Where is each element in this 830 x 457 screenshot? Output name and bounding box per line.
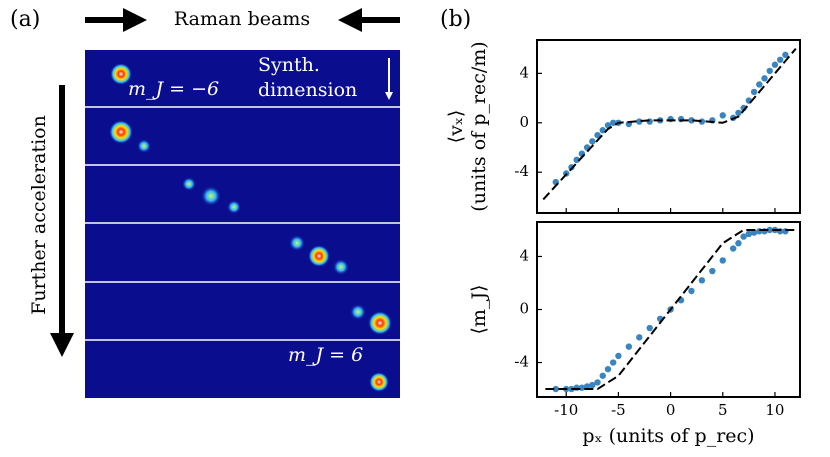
data-point xyxy=(735,240,742,247)
data-point xyxy=(552,385,559,393)
data-point xyxy=(583,383,591,390)
data-point xyxy=(719,257,726,264)
data-point xyxy=(698,118,706,125)
data-point xyxy=(750,229,758,236)
data-point xyxy=(677,115,685,123)
data-point xyxy=(646,118,653,125)
data-point xyxy=(615,352,622,360)
y-tick-label: -4 xyxy=(514,162,529,180)
data-point xyxy=(756,81,763,88)
data-point xyxy=(771,61,779,68)
x-tick-label: -10 xyxy=(554,401,578,419)
plot-frame xyxy=(536,39,801,214)
synth-label: Synth. xyxy=(258,54,320,76)
data-point xyxy=(573,156,580,164)
y-tick-label: 0 xyxy=(519,300,529,318)
fit-line xyxy=(542,48,797,201)
beams-label: Raman beams xyxy=(174,8,310,30)
data-point xyxy=(599,372,606,379)
mj-label: m_J = 6 xyxy=(288,344,363,366)
data-point xyxy=(730,245,737,252)
y-tick-label: 4 xyxy=(519,246,529,264)
y-tick-label: 4 xyxy=(519,63,529,81)
data-point xyxy=(709,267,716,275)
fit-line xyxy=(545,228,796,391)
data-point xyxy=(589,138,596,145)
data-point xyxy=(740,233,747,240)
data-point xyxy=(750,88,758,96)
data-point xyxy=(776,56,784,63)
mj-label: m_J = −6 xyxy=(128,78,219,100)
x-tick-label: 10 xyxy=(765,401,784,419)
data-point xyxy=(719,112,726,119)
data-point xyxy=(688,287,695,295)
panel-label: (b) xyxy=(440,7,471,32)
data-point xyxy=(609,119,617,126)
data-point xyxy=(636,334,643,341)
x-tick-label: 0 xyxy=(666,401,676,419)
separators xyxy=(85,106,400,341)
data-point xyxy=(766,226,773,234)
data-point xyxy=(782,51,789,59)
y-label: ⟨vₓ⟩ xyxy=(445,110,467,144)
data-point xyxy=(604,365,612,373)
data-point xyxy=(646,324,653,332)
y-tick-label: -4 xyxy=(514,353,529,371)
data-point xyxy=(636,118,643,125)
data-point xyxy=(766,67,773,75)
data-point xyxy=(625,343,633,350)
data-point xyxy=(761,75,768,82)
x-tick-label: -5 xyxy=(611,401,626,419)
data-point xyxy=(609,359,617,366)
panel-a: (a) Raman beams m_J = −6 m_J = 6 Synth. xyxy=(10,7,400,398)
y-label: ⟨m_J⟩ xyxy=(468,285,490,335)
data-point xyxy=(735,109,742,117)
atom-clouds xyxy=(109,63,392,392)
data-point xyxy=(594,379,601,386)
panel-label: (a) xyxy=(10,7,40,32)
x-label: pₓ (units of p_rec) xyxy=(582,425,754,447)
data-point xyxy=(688,117,695,124)
data-point xyxy=(667,115,674,123)
data-point xyxy=(745,230,753,238)
y-label: (units of p_rec/m) xyxy=(468,41,490,211)
data-point xyxy=(698,277,706,284)
synth-label: dimension xyxy=(258,79,357,101)
data-point xyxy=(594,131,601,139)
y-tick-label: 0 xyxy=(519,113,529,131)
accel-label: Further acceleration xyxy=(28,115,50,315)
data-point xyxy=(589,381,596,389)
x-tick-label: 5 xyxy=(718,401,728,419)
